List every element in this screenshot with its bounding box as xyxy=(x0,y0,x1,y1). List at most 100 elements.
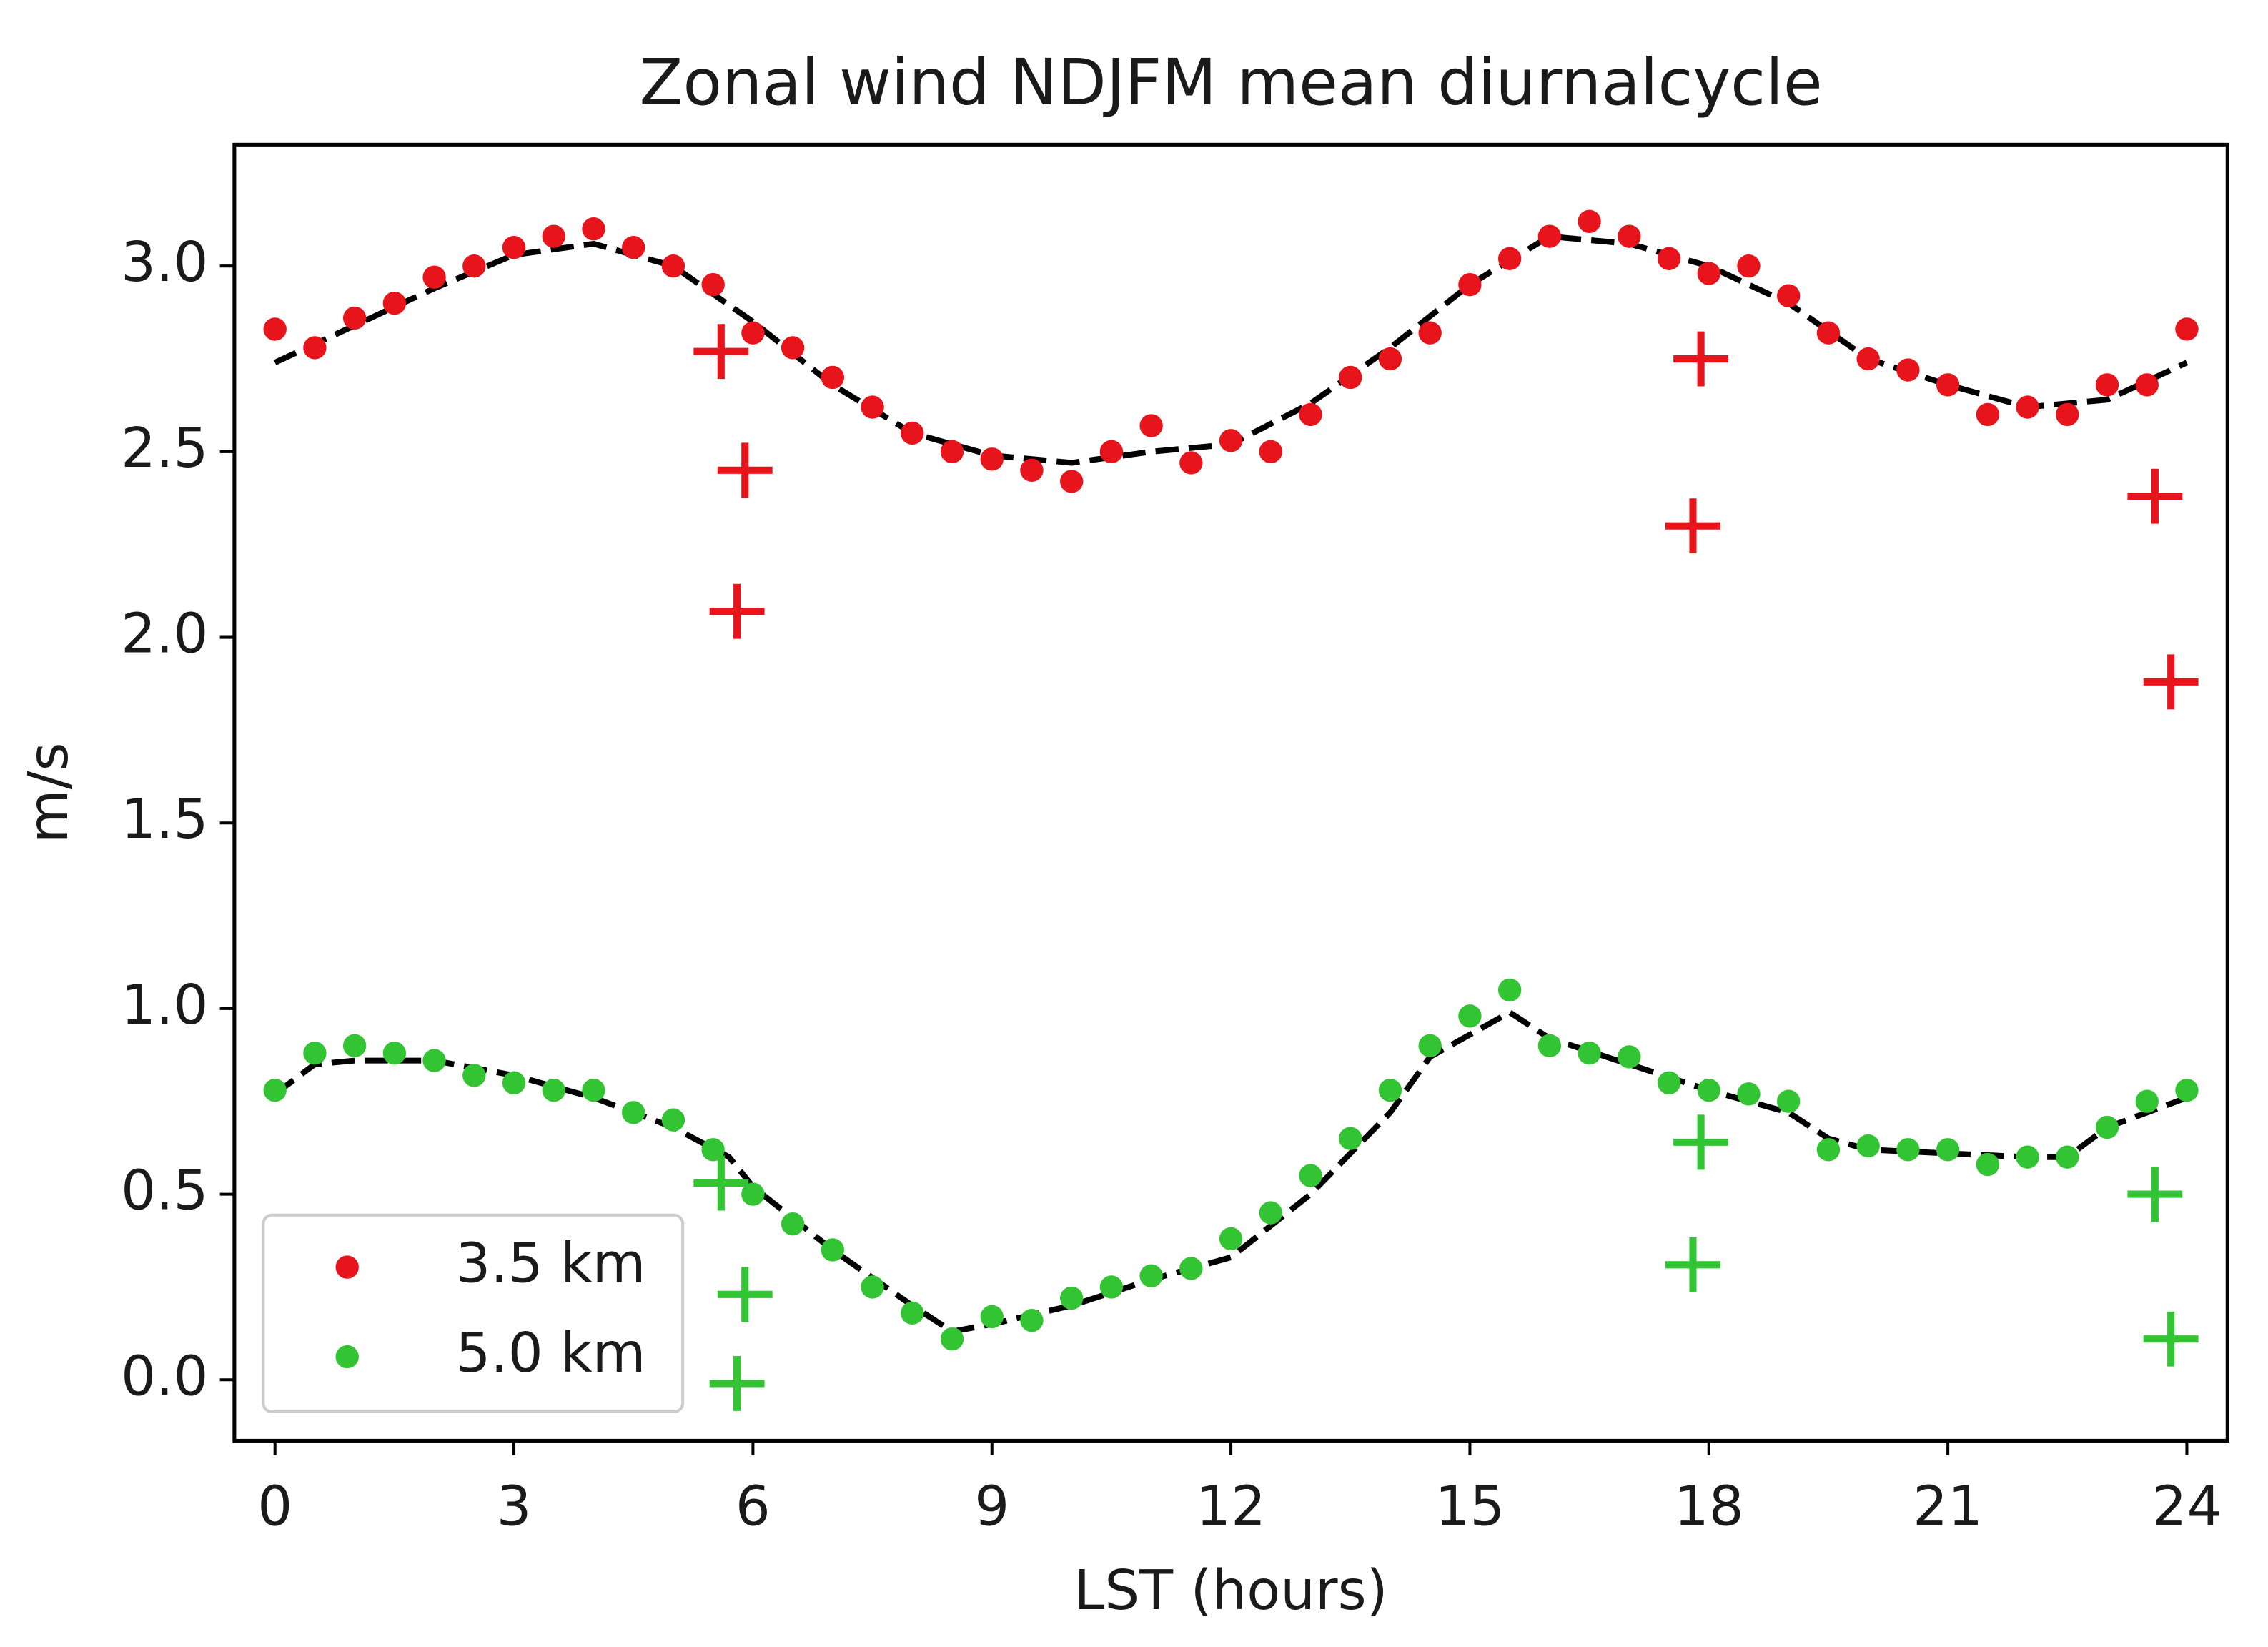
point xyxy=(940,440,964,464)
legend-label: 5.0 km xyxy=(455,1322,645,1385)
point xyxy=(1378,347,1402,371)
y-tick-label: 0.0 xyxy=(121,1345,208,1408)
point xyxy=(1179,1257,1203,1280)
point xyxy=(1259,440,1282,464)
point xyxy=(422,265,446,289)
point xyxy=(1856,347,1880,371)
point xyxy=(582,1078,605,1102)
point xyxy=(1856,1134,1880,1158)
plus-marker xyxy=(2143,1311,2199,1367)
point xyxy=(1896,358,1920,382)
point xyxy=(1537,1034,1562,1058)
point xyxy=(701,272,725,297)
point xyxy=(661,1108,685,1132)
point xyxy=(821,365,845,390)
y-tick-label: 3.0 xyxy=(121,231,208,295)
x-tick-label: 18 xyxy=(1674,1475,1744,1539)
plus-marker xyxy=(693,1155,749,1211)
point xyxy=(701,1138,725,1162)
plus-marker xyxy=(2143,654,2199,710)
plus-marker xyxy=(1673,1114,1729,1170)
point xyxy=(1458,272,1482,297)
plus-marker xyxy=(717,1267,773,1322)
point xyxy=(2175,317,2199,341)
point xyxy=(582,217,605,241)
plus-marker xyxy=(1665,498,1720,554)
point xyxy=(1777,284,1801,307)
point xyxy=(342,1034,367,1058)
point xyxy=(2135,1089,2159,1113)
point xyxy=(940,1327,964,1351)
point xyxy=(1578,209,1601,234)
y-tick-label: 1.5 xyxy=(121,788,208,851)
y-axis-label: m/s xyxy=(17,742,81,843)
point xyxy=(2095,373,2119,397)
point xyxy=(263,317,287,341)
point xyxy=(542,1078,565,1102)
point xyxy=(1059,470,1084,493)
point xyxy=(2056,1145,2079,1169)
point xyxy=(1418,1034,1442,1058)
point xyxy=(741,321,765,345)
point xyxy=(1578,1042,1601,1065)
plus-marker xyxy=(2127,468,2183,524)
point xyxy=(1139,1264,1163,1288)
point xyxy=(1259,1201,1282,1225)
legend-marker xyxy=(335,1345,359,1369)
point xyxy=(781,1212,805,1236)
x-tick-label: 9 xyxy=(974,1475,1009,1539)
x-tick-label: 6 xyxy=(736,1475,771,1539)
point xyxy=(502,1071,526,1094)
point xyxy=(622,236,645,259)
plus-marker xyxy=(709,583,765,639)
point xyxy=(1657,247,1681,270)
legend-box xyxy=(262,1213,685,1413)
point xyxy=(1618,1045,1641,1069)
y-tick-label: 0.5 xyxy=(121,1159,208,1223)
point xyxy=(1219,429,1243,452)
point xyxy=(1936,1138,1960,1162)
point xyxy=(502,236,526,259)
plus-marker xyxy=(693,324,749,380)
point xyxy=(1697,1078,1720,1102)
point xyxy=(821,1238,845,1262)
point xyxy=(1020,458,1044,483)
point xyxy=(1339,1127,1362,1150)
point xyxy=(901,1301,924,1325)
point xyxy=(1697,262,1720,285)
point xyxy=(1299,402,1322,427)
x-tick-label: 24 xyxy=(2152,1475,2222,1539)
point xyxy=(861,1275,884,1299)
plot-frame xyxy=(232,142,2229,1443)
x-tick-label: 21 xyxy=(1913,1475,1983,1539)
y-tick-label: 1.0 xyxy=(121,974,208,1037)
x-tick-label: 0 xyxy=(257,1475,292,1539)
point xyxy=(342,306,367,330)
x-tick-label: 15 xyxy=(1435,1475,1505,1539)
point xyxy=(462,1064,486,1087)
point xyxy=(901,421,924,445)
point xyxy=(1339,365,1362,390)
point xyxy=(1378,1078,1402,1102)
point xyxy=(542,224,565,248)
point xyxy=(1299,1164,1322,1187)
point xyxy=(622,1101,645,1124)
plus-marker xyxy=(1673,331,1729,387)
point xyxy=(741,1182,765,1206)
point xyxy=(1618,224,1641,248)
point xyxy=(861,395,884,419)
x-tick-label: 3 xyxy=(497,1475,532,1539)
point xyxy=(2016,395,2039,419)
point xyxy=(303,336,327,360)
legend-marker xyxy=(335,1255,359,1279)
chart-title: Zonal wind NDJFM mean diurnalcycle xyxy=(640,45,1823,119)
point xyxy=(2016,1145,2039,1169)
point xyxy=(2175,1078,2199,1102)
point xyxy=(980,447,1004,471)
point xyxy=(661,254,685,278)
point xyxy=(263,1078,287,1102)
point xyxy=(1737,254,1761,278)
point xyxy=(1537,224,1562,248)
